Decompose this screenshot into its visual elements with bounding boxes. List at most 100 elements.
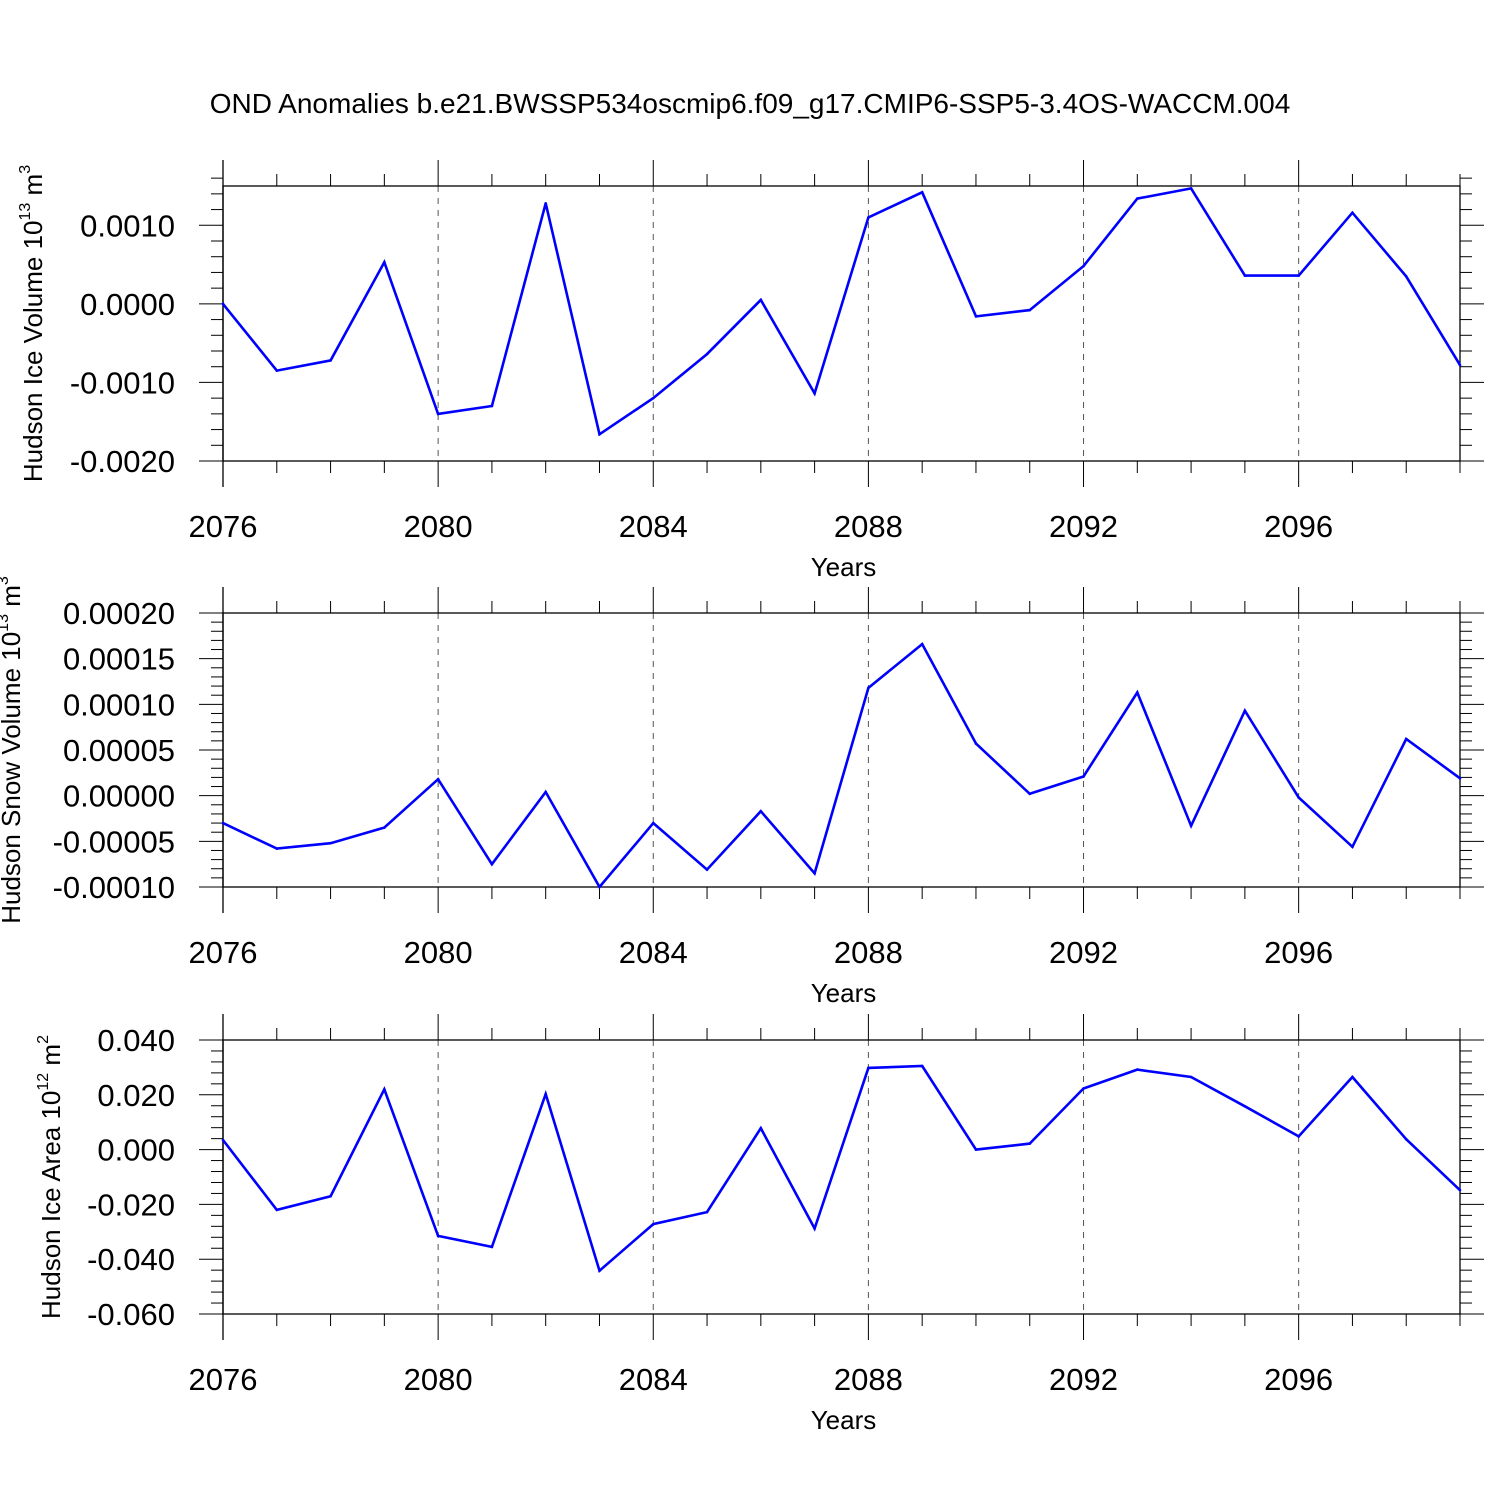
y-tick-label: 0.0010 [80, 208, 175, 243]
data-point [1243, 1105, 1247, 1108]
data-point [490, 862, 494, 866]
x-tick-label: 2080 [404, 935, 473, 970]
data-point [1189, 187, 1193, 190]
data-point [974, 315, 978, 318]
data-point [221, 302, 225, 306]
x-axis-title: Years [811, 1405, 877, 1435]
x-tick-label: 2088 [834, 935, 903, 970]
data-point [1458, 777, 1462, 780]
data-point [1243, 709, 1247, 713]
data-point [1028, 792, 1032, 796]
data-point [1297, 274, 1300, 277]
series-line [221, 1064, 1461, 1273]
y-axis-title: Hudson Ice Volume 1013 m3 [17, 165, 48, 482]
y-tick-label: 0.020 [97, 1078, 175, 1113]
data-point [490, 404, 494, 408]
data-point [1082, 1087, 1085, 1090]
x-tick-label: 2092 [1049, 509, 1118, 544]
data-point [1136, 691, 1139, 694]
x-tick-label: 2080 [404, 509, 473, 544]
x-tick-label: 2096 [1264, 1362, 1333, 1397]
data-point [598, 885, 601, 889]
data-point [1404, 1137, 1408, 1141]
data-point [1136, 1068, 1139, 1071]
data-point [974, 1148, 978, 1151]
y-tick-label: -0.060 [87, 1297, 175, 1332]
y-axis-title: Hudson Snow Volume 1013 m3 [0, 576, 26, 924]
data-point [813, 392, 816, 395]
x-tick-label: 2088 [834, 509, 903, 544]
y-tick-label: 0.00020 [63, 596, 175, 631]
y-tick-label: 0.040 [97, 1023, 175, 1058]
panel-2: 2076 2080 2084 2088 2092 2096 Years -0.00010 -0.… [0, 576, 1484, 1008]
data-point [329, 359, 332, 362]
y-tick-label: -0.00010 [53, 870, 175, 905]
plot-frame [222, 1039, 1461, 1315]
x-tick-label: 2076 [189, 935, 258, 970]
data-point [1297, 1135, 1300, 1138]
x-tick-label: 2076 [189, 509, 258, 544]
data-point [383, 260, 386, 264]
data-point [598, 432, 601, 436]
data-point [544, 201, 547, 205]
plot-frame [222, 185, 1461, 462]
data-point [867, 686, 870, 690]
y-tick-label: -0.0020 [70, 444, 175, 479]
data-point [651, 1222, 655, 1226]
data-point [383, 826, 386, 829]
data-point [705, 1210, 709, 1214]
data-point [329, 841, 332, 845]
y-tick-label: 0.00005 [63, 733, 175, 768]
x-tick-label: 2092 [1049, 935, 1118, 970]
data-point [813, 1227, 816, 1230]
data-point [490, 1245, 494, 1249]
data-point [1243, 274, 1247, 277]
y-tick-label: 0.000 [97, 1133, 175, 1168]
data-point [651, 396, 655, 400]
data-point [974, 742, 978, 745]
y-tick-label: -0.00005 [53, 824, 175, 859]
data-point [759, 298, 763, 302]
x-tick-label: 2076 [189, 1362, 258, 1397]
data-point [544, 790, 547, 794]
data-point [651, 821, 655, 825]
figure-title: OND Anomalies b.e21.BWSSP534oscmip6.f09_… [210, 88, 1291, 119]
y-tick-label: 0.0000 [80, 287, 175, 322]
series-line [222, 642, 1461, 890]
data-point [329, 1194, 332, 1198]
data-point [275, 1208, 279, 1212]
y-axis-title: Hudson Ice Area 1012 m2 [35, 1035, 66, 1319]
data-point [705, 352, 709, 356]
data-point [759, 1126, 763, 1130]
data-point [1028, 308, 1032, 312]
data-point [383, 1088, 386, 1091]
data-point [436, 412, 440, 416]
data-point [544, 1092, 547, 1096]
data-point [275, 369, 279, 372]
x-axis-title: Years [811, 978, 877, 1008]
x-tick-label: 2096 [1264, 509, 1333, 544]
data-point [1458, 363, 1462, 367]
data-point [598, 1269, 601, 1273]
data-point [1404, 275, 1408, 278]
x-axis-title: Years [811, 552, 877, 582]
data-point [920, 1064, 924, 1068]
data-point [221, 821, 225, 825]
y-tick-label: -0.040 [87, 1242, 175, 1277]
y-tick-label: 0.00015 [63, 642, 175, 677]
y-tick-label: -0.0010 [70, 365, 175, 400]
data-point [920, 190, 924, 194]
data-point [221, 1138, 225, 1142]
panel-1: 2076 2080 2084 2088 2092 2096 Years -0.0020 -0.0… [17, 160, 1484, 582]
x-tick-label: 2096 [1264, 935, 1333, 970]
plot-frame [222, 612, 1461, 888]
y-tick-label: -0.020 [87, 1187, 175, 1222]
data-point [1136, 197, 1139, 200]
data-point [275, 847, 279, 850]
data-point [867, 1066, 870, 1070]
x-tick-label: 2080 [404, 1362, 473, 1397]
data-point [436, 777, 440, 781]
data-point [1404, 737, 1408, 741]
data-point [1458, 1188, 1462, 1192]
